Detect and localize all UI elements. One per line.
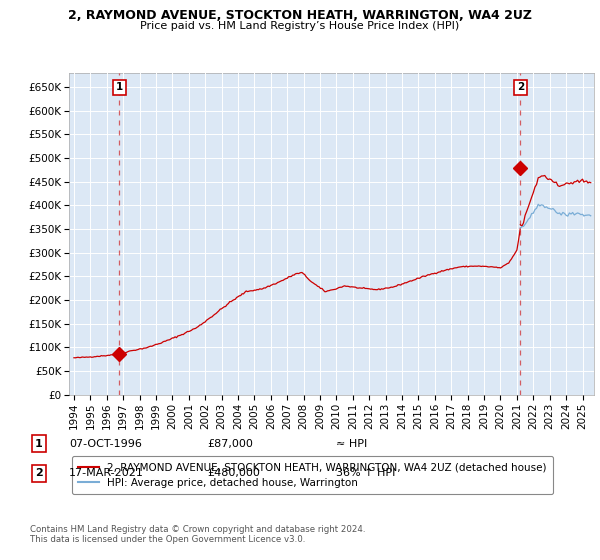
- Text: Contains HM Land Registry data © Crown copyright and database right 2024.
This d: Contains HM Land Registry data © Crown c…: [30, 525, 365, 544]
- Text: 2, RAYMOND AVENUE, STOCKTON HEATH, WARRINGTON, WA4 2UZ: 2, RAYMOND AVENUE, STOCKTON HEATH, WARRI…: [68, 9, 532, 22]
- Text: £480,000: £480,000: [207, 468, 260, 478]
- Text: 07-OCT-1996: 07-OCT-1996: [69, 438, 142, 449]
- Text: 17-MAR-2021: 17-MAR-2021: [69, 468, 144, 478]
- Text: Price paid vs. HM Land Registry’s House Price Index (HPI): Price paid vs. HM Land Registry’s House …: [140, 21, 460, 31]
- Text: 1: 1: [116, 82, 123, 92]
- Text: 1: 1: [35, 438, 43, 449]
- Legend: 2, RAYMOND AVENUE, STOCKTON HEATH, WARRINGTON, WA4 2UZ (detached house), HPI: Av: 2, RAYMOND AVENUE, STOCKTON HEATH, WARRI…: [71, 456, 553, 494]
- Text: 2: 2: [35, 468, 43, 478]
- Text: £87,000: £87,000: [207, 438, 253, 449]
- Text: 36% ↑ HPI: 36% ↑ HPI: [336, 468, 395, 478]
- Text: 2: 2: [517, 82, 524, 92]
- Text: ≈ HPI: ≈ HPI: [336, 438, 367, 449]
